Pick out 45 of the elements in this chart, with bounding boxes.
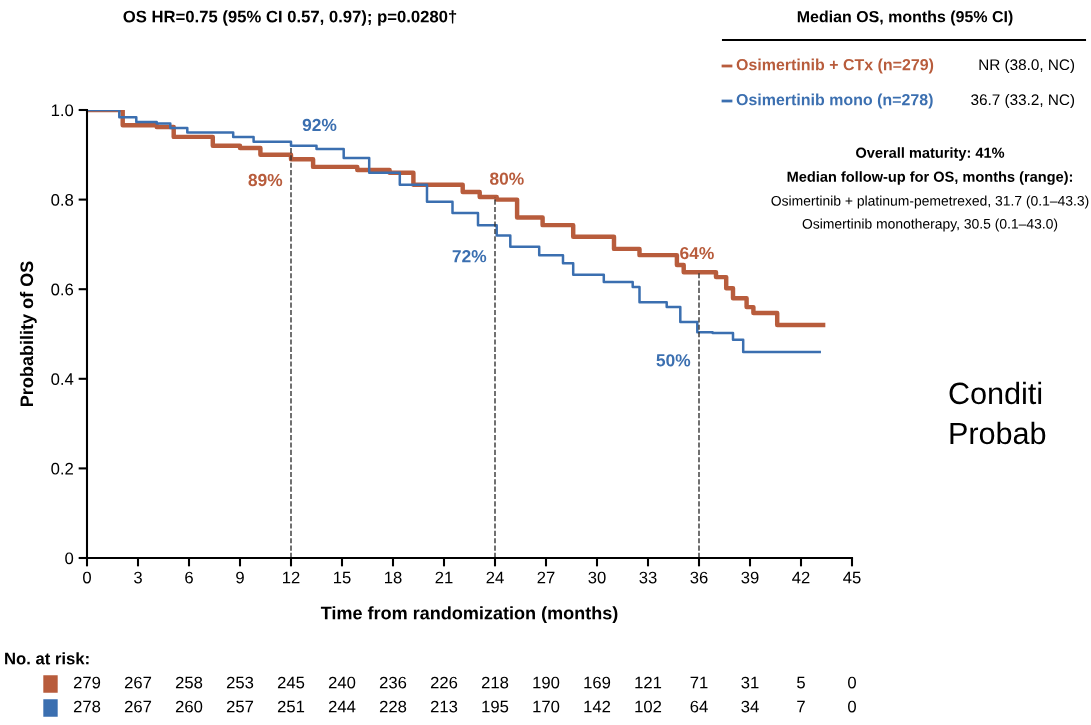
annotation: 89% [248,173,283,187]
text: Conditi [949,381,1042,405]
annotation: Median follow-up for OS, months (range): [787,171,1072,185]
annotation: 72% [452,250,487,263]
annotation: Osimertinib monotherapy, 30.5 (0.1–43.0) [802,218,1058,232]
y-tick-label: 0.4 [51,373,74,385]
chart-title: OS HR=0.75 (95% CI 0.57, 0.97); p=0.0280† [123,10,457,26]
x-tick-label: 9 [236,571,244,584]
x-tick-label: 12 [283,571,300,584]
x-tick-label: 39 [741,571,759,584]
text: 279 267 258 253 245 240 236 226 218 190 169 121 71 31 5 0 [73,676,856,689]
x-tick-label: 6 [185,571,193,584]
x-tick-label: 33 [639,571,657,584]
legend-title: Median OS, months (95% CI) [797,10,1013,26]
text: 36.7 (33.2, NC) [971,93,1075,109]
text: Overall maturity: 41% [856,147,1005,161]
x-tick-label: 3 [134,571,142,584]
x-tick-label: 45 [843,571,861,584]
x-tick-label: 18 [385,571,402,584]
y-tick-label: 1.0 [51,104,74,117]
x-tick-label: 15 [334,571,351,584]
text: No. at risk: [5,652,89,665]
annotation: Osimertinib + platinum-pemetrexed, 31.7 (0.1–43.3) [771,195,1089,209]
y-axis-title: Probability of OS [19,261,37,407]
x-tick-label: 30 [588,571,606,584]
y-tick-label: 0.2 [51,462,73,475]
text: Probab [950,421,1046,445]
y-tick-label: 0 [65,552,74,565]
x-tick-label: 42 [792,571,810,584]
legend-label: Osimertinib mono (n=278) [736,93,933,109]
x-tick-label: 27 [537,571,555,584]
annotation: 92% [302,118,337,132]
x-tick-label: 21 [435,571,453,584]
y-tick-label: 0.8 [51,194,74,206]
x-tick-label: 0 [83,571,91,584]
x-tick-label: 24 [486,571,504,584]
text: NR (38.0, NC) [979,58,1075,74]
x-tick-label: 36 [690,571,708,584]
annotation: 80% [490,172,524,185]
x-axis-title: Time from randomization (months) [320,606,618,624]
y-tick-label: 0.6 [51,283,74,296]
annotation: 64% [680,246,714,260]
legend-label: Osimertinib + CTx (n=279) [736,58,934,74]
annotation: 50% [656,354,691,367]
text: 278 267 260 257 251 244 228 213 195 170 142 102 64 34 7 0 [73,700,856,713]
